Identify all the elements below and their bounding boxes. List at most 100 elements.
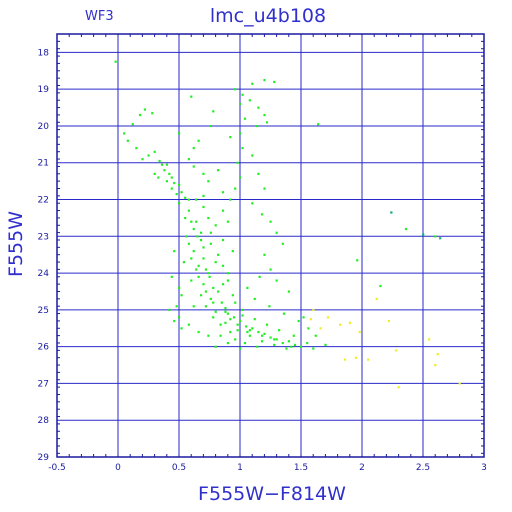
data-point — [324, 343, 327, 347]
y-axis-label: F555W — [5, 211, 27, 277]
data-point — [221, 264, 225, 267]
data-point — [307, 327, 310, 330]
data-point — [209, 231, 212, 234]
x-tick-label: 1 — [237, 463, 243, 473]
data-point — [195, 198, 198, 201]
data-point — [212, 110, 215, 113]
data-point — [217, 290, 220, 293]
data-point — [197, 275, 200, 278]
data-point — [204, 290, 208, 293]
data-point — [192, 250, 195, 253]
data-point — [153, 172, 156, 175]
data-point — [293, 343, 297, 347]
y-tick-label: 27 — [38, 379, 49, 389]
data-point — [354, 356, 358, 359]
data-point — [175, 305, 178, 308]
plot-border — [56, 33, 485, 458]
data-point — [229, 198, 232, 201]
data-point — [141, 158, 144, 161]
data-point — [239, 132, 242, 135]
data-point — [275, 279, 278, 282]
data-point — [422, 233, 425, 236]
data-point — [170, 176, 173, 179]
data-point — [269, 268, 272, 271]
data-point — [202, 194, 205, 198]
y-tick-label: 28 — [38, 416, 50, 426]
y-tick-label: 24 — [38, 269, 50, 279]
data-point — [202, 283, 205, 286]
y-tick-label: 22 — [38, 196, 49, 206]
data-point — [248, 99, 251, 102]
data-point — [207, 334, 210, 337]
data-point — [273, 338, 276, 341]
data-point — [192, 147, 195, 150]
data-point — [231, 294, 234, 297]
data-point — [263, 332, 266, 335]
data-point — [241, 314, 244, 317]
data-point — [202, 205, 205, 209]
data-point — [221, 209, 225, 212]
data-point — [257, 172, 260, 175]
data-point — [245, 325, 248, 328]
data-point — [192, 165, 195, 168]
data-point — [221, 238, 225, 242]
data-point — [263, 78, 266, 82]
data-point — [187, 209, 190, 212]
data-point — [434, 364, 437, 367]
data-point — [251, 154, 254, 157]
data-point — [178, 132, 181, 135]
data-point — [229, 330, 232, 334]
data-point — [257, 330, 260, 334]
data-point — [246, 286, 249, 289]
y-tick-labels: 18 19 20 21 22 23 24 25 26 27 28 29 — [38, 48, 50, 463]
data-point — [187, 158, 190, 161]
data-point — [180, 327, 183, 330]
data-point — [192, 227, 195, 231]
data-point — [367, 358, 370, 361]
data-point — [390, 211, 393, 214]
data-point — [263, 113, 266, 117]
data-point — [246, 330, 249, 334]
data-point — [256, 345, 259, 348]
data-point — [268, 305, 271, 308]
data-points — [114, 60, 461, 389]
data-point — [209, 297, 212, 301]
data-point — [234, 187, 237, 190]
data-point — [236, 323, 239, 326]
x-tick-label: 0.5 — [172, 463, 186, 473]
data-point — [251, 327, 254, 330]
data-point — [281, 341, 284, 345]
data-point — [239, 319, 242, 323]
data-point — [202, 257, 205, 260]
data-point — [184, 216, 187, 220]
data-point — [192, 305, 195, 308]
data-point — [208, 275, 211, 278]
data-point — [190, 257, 193, 260]
data-point — [217, 169, 220, 172]
data-point — [312, 347, 315, 350]
data-point — [395, 349, 398, 352]
data-point — [263, 187, 266, 190]
data-point — [287, 290, 290, 293]
grid-lines — [57, 34, 484, 457]
data-point — [263, 253, 266, 256]
data-point — [143, 108, 147, 111]
data-point — [196, 235, 199, 238]
data-point — [224, 321, 227, 324]
data-point — [226, 279, 229, 282]
data-point — [204, 305, 208, 308]
data-point — [214, 310, 217, 313]
data-point — [175, 193, 178, 196]
data-point — [180, 191, 183, 194]
data-point — [356, 259, 359, 262]
data-point — [256, 124, 259, 128]
data-point — [220, 301, 223, 304]
data-point — [232, 316, 236, 319]
data-point — [178, 286, 181, 289]
data-point — [204, 268, 208, 271]
data-point — [243, 117, 247, 120]
data-point — [265, 323, 269, 326]
data-point — [292, 334, 295, 337]
data-point — [428, 338, 431, 341]
